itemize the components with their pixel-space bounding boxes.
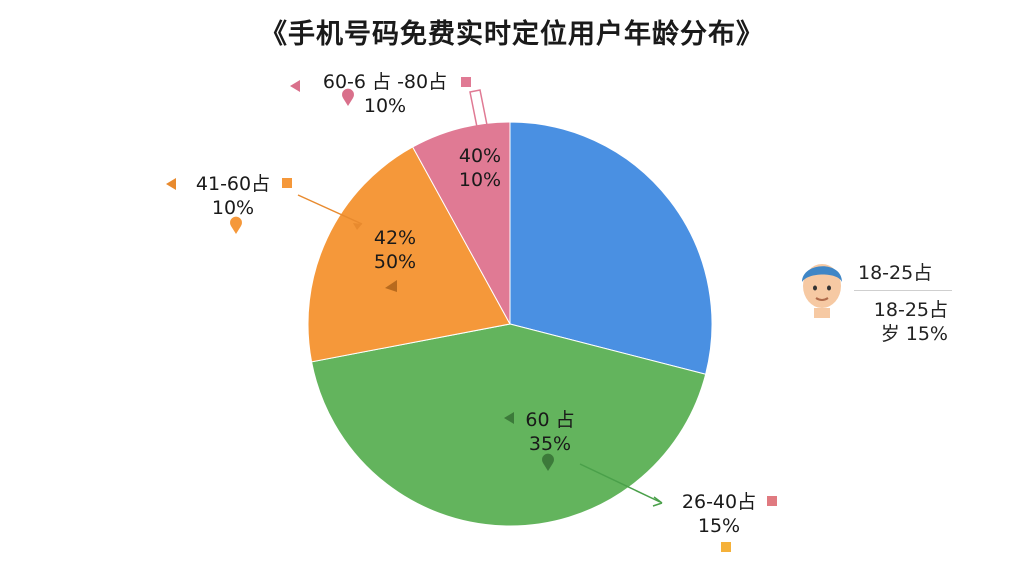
- green-leader: [579, 463, 661, 503]
- pink-inner-value-2: 10%: [458, 169, 502, 191]
- pie-slice-3: [412, 121, 511, 325]
- triangle-marker-orange-inner: [385, 280, 397, 292]
- orange-inner-value-1: 42%: [373, 227, 417, 249]
- pie-slices: [307, 121, 713, 527]
- green-inner-percent: 35%: [528, 433, 572, 455]
- triangle-marker-pink: [290, 80, 300, 92]
- label-60-80-percent: 10%: [363, 95, 407, 117]
- square-marker-orange: [282, 178, 292, 188]
- legend-name: 18-25占: [858, 262, 933, 284]
- pin-marker-green: [542, 453, 554, 471]
- square-marker-yellow: [721, 542, 731, 552]
- label-60-80-range: 60-6 占 -80占: [322, 71, 448, 93]
- pin-marker-pink: [341, 88, 355, 106]
- legend-card: 18-25占 18-25占 岁 15%: [790, 240, 970, 370]
- pin-marker-orange: [230, 216, 243, 234]
- annotation-decorations: [166, 77, 777, 552]
- legend-description: 18-25占 岁 15%: [856, 298, 948, 346]
- label-41-60-range: 41-60占: [195, 173, 271, 195]
- square-marker-red: [767, 496, 777, 506]
- label-26-40-range: 26-40占: [681, 491, 757, 513]
- triangle-marker-green: [504, 412, 514, 424]
- pie-slice-0: [509, 121, 713, 375]
- orange-leader-arrow: [353, 223, 362, 230]
- green-leader-arrow: [652, 496, 663, 507]
- pie-slice-2: [307, 146, 511, 363]
- legend-divider: [854, 290, 952, 291]
- orange-inner-value-2: 50%: [373, 251, 417, 273]
- pink-leader: [469, 89, 493, 153]
- pink-inner-value-1: 40%: [458, 145, 502, 167]
- label-26-40: 26-40占 15%: [664, 490, 774, 538]
- label-60-80: 60-6 占 -80占 10%: [300, 70, 470, 118]
- square-marker-pink: [461, 77, 471, 87]
- label-orange-inner: 42% 50%: [355, 226, 435, 274]
- triangle-marker-orange: [166, 178, 176, 190]
- legend-desc-line2: 岁 15%: [880, 323, 948, 345]
- label-41-60-percent: 10%: [211, 197, 255, 219]
- person-avatar-icon: [802, 264, 842, 318]
- label-pink-inner: 40% 10%: [442, 144, 518, 192]
- chart-title: 《手机号码免费实时定位用户年龄分布》: [260, 19, 764, 50]
- label-41-60: 41-60占 10%: [178, 172, 288, 220]
- label-green-inner: 60 占 35%: [505, 408, 595, 456]
- orange-leader: [297, 194, 363, 225]
- pie-slice-1: [310, 323, 707, 527]
- green-inner-range: 60 占: [525, 409, 575, 431]
- label-26-40-percent: 15%: [697, 515, 741, 537]
- legend-desc-line1: 18-25占: [873, 299, 948, 321]
